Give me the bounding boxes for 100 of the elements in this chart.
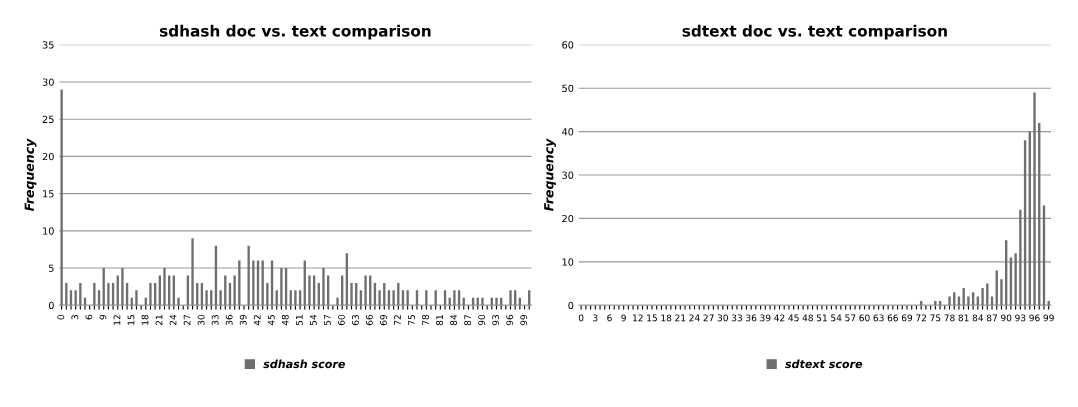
x-tick-label: 18 [661,314,672,322]
bar [322,268,325,306]
x-tick-label: 84 [450,314,458,326]
x-tick-label: 0 [57,314,65,320]
x-tick-label: 63 [352,315,359,326]
x-tick-label: 3 [593,314,598,322]
x-tick-label: 75 [408,315,415,326]
bar [1033,92,1036,306]
bar [1014,253,1017,306]
x-tick-label: 72 [916,314,927,322]
x-tick-label: 36 [746,314,757,322]
bar [378,290,381,306]
y-tick-label: 15 [43,190,54,198]
y-tick-label: 0 [568,301,574,310]
x-tick-label: 6 [85,314,93,320]
x-tick-label: 21 [155,315,163,326]
x-tick-label: 0 [578,314,584,322]
bar [364,275,367,306]
x-tick-label: 81 [958,314,969,322]
y-tick-label: 30 [562,171,574,179]
x-tick-label: 42 [774,314,785,322]
x-tick-label: 93 [492,315,500,326]
x-tick-label: 45 [267,315,275,326]
bar [163,268,166,306]
bar [509,290,512,306]
x-tick-label: 69 [380,314,387,326]
y-tick-label: 60 [562,41,574,49]
bar [1019,209,1022,306]
x-tick-label: 6 [607,314,612,322]
x-tick-label: 9 [99,314,107,320]
x-tick-label: 3 [71,315,79,320]
x-tick-label: 66 [366,314,373,326]
bar [495,297,498,306]
y-tick-label: 5 [48,264,54,272]
bar [406,290,409,306]
y-tick-label: 25 [42,115,54,124]
y-tick-label: 50 [562,84,574,93]
bar [294,290,297,306]
x-tick-label: 87 [464,315,472,326]
x-tick-label: 45 [788,314,799,322]
x-tick-label: 81 [436,315,443,326]
x-tick-label: 78 [422,314,429,326]
x-tick-label: 75 [930,314,941,322]
x-tick-label: 60 [337,314,345,326]
x-tick-label: 18 [141,314,149,325]
x-tick-label: 54 [831,314,842,322]
x-tick-label: 33 [211,315,219,326]
bar [219,290,222,306]
y-axis-title: Frequency [544,138,556,212]
x-tick-label: 54 [310,314,317,326]
x-tick-label: 78 [944,314,955,322]
bar [121,268,124,306]
bar [308,275,311,306]
y-axis-title: Frequency [24,138,37,212]
x-tick-label: 63 [873,314,884,322]
bar [1000,279,1003,306]
bar [205,290,208,306]
x-tick-label: 60 [859,314,870,322]
x-tick-label: 90 [478,314,486,326]
x-tick-label: 15 [127,315,135,325]
y-tick-label: 20 [42,152,54,161]
x-tick-label: 9 [621,314,626,322]
x-tick-label: 57 [324,315,331,326]
bar [60,89,63,306]
y-tick-label: 20 [562,214,574,223]
x-tick-label: 24 [169,314,177,326]
y-tick-label: 40 [562,128,574,136]
x-tick-label: 99 [520,314,528,326]
bar [392,290,395,306]
y-tick-label: 0 [48,301,54,310]
y-tick-label: 35 [42,41,54,49]
bar [336,297,339,306]
x-tick-label: 66 [887,314,899,322]
y-tick-label: 10 [43,227,54,235]
bar [280,268,283,306]
bar [247,245,250,306]
bar [252,260,255,306]
bar [107,282,110,306]
bar [177,297,180,306]
x-tick-label: 33 [731,314,743,322]
x-tick-label: 30 [717,314,728,322]
x-tick-label: 93 [1015,314,1026,322]
x-tick-label: 87 [986,314,997,322]
bar [948,296,951,306]
x-tick-label: 99 [1043,314,1054,322]
x-tick-label: 69 [901,314,913,322]
x-tick-label: 84 [972,314,984,322]
x-tick-label: 42 [253,315,261,326]
x-tick-label: 24 [689,314,700,322]
chart-title: sdtext doc vs. text comparison [682,24,947,40]
x-tick-label: 21 [675,314,686,322]
x-tick-label: 90 [1001,314,1012,322]
bar [934,300,937,306]
x-tick-label: 12 [633,314,643,322]
bar [350,282,353,306]
x-tick-label: 27 [703,314,714,322]
x-tick-label: 15 [647,314,657,322]
x-tick-label: 39 [239,314,247,326]
x-tick-label: 27 [183,315,191,326]
legend-label: sdtext score [785,359,863,369]
